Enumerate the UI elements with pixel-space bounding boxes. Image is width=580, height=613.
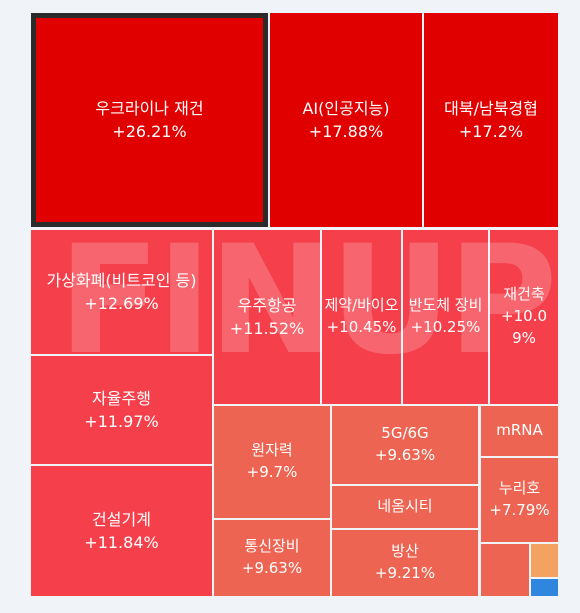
tile-name: 가상화폐(비트코인 등) [46, 270, 197, 290]
treemap-tile[interactable] [531, 579, 558, 596]
tile-change: +9.63% [374, 446, 436, 464]
tile-change: +11.97% [84, 412, 159, 431]
tile-change: +10.25% [410, 318, 481, 336]
tile-change: +10.45% [326, 318, 397, 336]
tile-change: +26.21% [112, 122, 187, 141]
treemap-tile[interactable]: 자율주행 +11.97% [31, 356, 212, 464]
treemap-tile[interactable]: 반도체 장비 +10.25% [403, 230, 488, 404]
tile-name: 제약/바이오 [324, 296, 399, 315]
treemap-tile[interactable]: 네옴시티 [332, 486, 478, 528]
treemap-tile[interactable]: 건설기계 +11.84% [31, 466, 212, 596]
treemap-tile[interactable]: 누리호 +7.79% [481, 458, 558, 542]
treemap-tile[interactable]: 통신장비 +9.63% [214, 520, 330, 596]
treemap-tile[interactable]: 방산 +9.21% [332, 530, 478, 596]
tile-name: 반도체 장비 [408, 296, 483, 315]
tile-name: 자율주행 [92, 388, 151, 408]
treemap-tile[interactable]: 우주항공 +11.52% [214, 230, 320, 404]
treemap-tile[interactable]: AI(인공지능) +17.88% [270, 13, 422, 227]
tile-name: 5G/6G [381, 424, 429, 443]
tile-name: 건설기계 [92, 509, 151, 529]
tile-name: 통신장비 [244, 537, 300, 556]
treemap-tile[interactable] [531, 544, 558, 577]
treemap-tile[interactable]: 재건축 +10.09% [490, 230, 558, 404]
treemap-tile[interactable] [481, 544, 529, 596]
tile-name: 대북/남북경협 [444, 98, 538, 118]
tile-name: 네옴시티 [377, 497, 433, 516]
tile-change: +17.2% [458, 122, 524, 141]
tile-change: +11.52% [229, 319, 305, 338]
treemap-tile[interactable]: 5G/6G +9.63% [332, 406, 478, 484]
tile-change: +9.63% [241, 559, 303, 577]
tile-name: 우주항공 [237, 295, 297, 315]
treemap-tile[interactable]: 가상화폐(비트코인 등) +12.69% [31, 230, 212, 354]
tile-name: mRNA [496, 421, 543, 440]
tile-name: 원자력 [251, 441, 293, 460]
tile-name: AI(인공지능) [302, 98, 390, 118]
tile-change: +10.09% [501, 307, 547, 347]
treemap-tile[interactable]: 제약/바이오 +10.45% [322, 230, 401, 404]
treemap-tile[interactable]: 원자력 +9.7% [214, 406, 330, 518]
tile-change: +9.21% [374, 564, 436, 582]
tile-change: +17.88% [308, 122, 384, 141]
tile-change: +7.79% [489, 501, 550, 519]
tile-name: 우크라이나 재건 [95, 98, 204, 118]
tile-name: 누리호 [498, 479, 541, 498]
treemap-tile[interactable]: mRNA [481, 406, 558, 456]
tile-name: 재건축 [503, 285, 545, 304]
treemap-tile[interactable]: 우크라이나 재건 +26.21% [31, 13, 268, 227]
tile-change: +12.69% [84, 294, 159, 313]
tile-name: 방산 [391, 542, 419, 561]
tile-change: +11.84% [84, 533, 159, 552]
treemap-tile[interactable]: 대북/남북경협 +17.2% [424, 13, 558, 227]
tile-change: +9.7% [246, 463, 298, 481]
